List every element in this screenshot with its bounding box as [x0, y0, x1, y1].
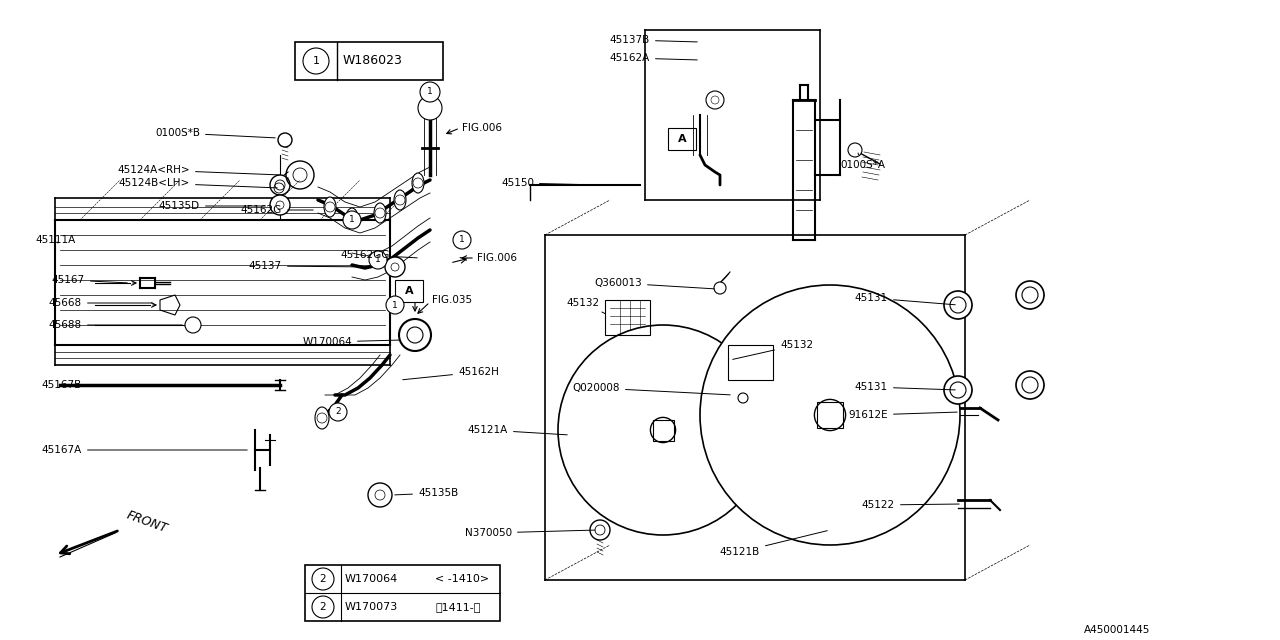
Circle shape [312, 596, 334, 618]
Text: 45167A: 45167A [42, 445, 247, 455]
Text: W170064: W170064 [346, 574, 398, 584]
Circle shape [945, 376, 972, 404]
Text: 2: 2 [320, 574, 326, 584]
Bar [728, 345, 773, 380]
Bar [605, 300, 650, 335]
Text: 45132: 45132 [732, 340, 813, 360]
Text: A: A [677, 134, 686, 144]
Text: 0100S*B: 0100S*B [155, 128, 275, 138]
Text: 45162H: 45162H [403, 367, 499, 380]
Circle shape [1016, 371, 1044, 399]
Ellipse shape [346, 208, 358, 228]
Text: FIG.006: FIG.006 [462, 123, 502, 133]
Circle shape [558, 325, 768, 535]
Text: 1: 1 [392, 301, 398, 310]
Circle shape [707, 91, 724, 109]
Text: 45137B: 45137B [609, 35, 698, 45]
Circle shape [343, 211, 361, 229]
Circle shape [369, 251, 387, 269]
Circle shape [385, 257, 404, 277]
Circle shape [420, 82, 440, 102]
Text: 45135D: 45135D [159, 201, 265, 211]
Text: 45167B: 45167B [42, 380, 177, 390]
Text: 2: 2 [320, 602, 326, 612]
Circle shape [849, 143, 861, 157]
Text: 45668: 45668 [49, 298, 152, 308]
Circle shape [303, 48, 329, 74]
Circle shape [1016, 281, 1044, 309]
Bar [396, 280, 422, 302]
Text: 45162GG: 45162GG [340, 250, 417, 260]
Text: A450001445: A450001445 [1084, 625, 1149, 635]
Ellipse shape [315, 407, 329, 429]
Circle shape [329, 403, 347, 421]
Text: W170064: W170064 [302, 337, 399, 347]
Bar [817, 402, 844, 428]
Text: FIG.035: FIG.035 [433, 295, 472, 305]
Circle shape [714, 282, 726, 294]
Text: 45121A: 45121A [467, 425, 567, 435]
Circle shape [650, 417, 676, 443]
Circle shape [270, 175, 291, 195]
Circle shape [814, 399, 846, 431]
Text: 45122: 45122 [861, 500, 959, 510]
Text: 1: 1 [312, 56, 320, 66]
Text: A: A [404, 286, 413, 296]
Text: 91612E: 91612E [849, 410, 957, 420]
Text: 1: 1 [349, 216, 355, 225]
Text: 45121B: 45121B [719, 531, 827, 557]
Text: 45124A<RH>: 45124A<RH> [118, 165, 279, 175]
Text: 45137: 45137 [248, 261, 372, 271]
Text: 45162A: 45162A [609, 53, 698, 63]
Circle shape [270, 195, 291, 215]
Circle shape [590, 520, 611, 540]
Bar [668, 128, 696, 150]
Ellipse shape [374, 203, 387, 223]
Text: 45124B<LH>: 45124B<LH> [119, 178, 278, 188]
Text: W186023: W186023 [343, 54, 403, 67]
Circle shape [453, 231, 471, 249]
Text: FRONT: FRONT [125, 509, 170, 536]
Text: 45150: 45150 [500, 178, 598, 188]
Text: 45135B: 45135B [394, 488, 458, 498]
Circle shape [419, 96, 442, 120]
Text: 1: 1 [460, 236, 465, 244]
Circle shape [387, 296, 404, 314]
Text: 〒1411-〉: 〒1411-〉 [435, 602, 480, 612]
Text: 2: 2 [335, 408, 340, 417]
Circle shape [278, 133, 292, 147]
Text: 1: 1 [375, 255, 381, 264]
Circle shape [700, 285, 960, 545]
Text: < -1410>: < -1410> [435, 574, 489, 584]
Bar [653, 419, 673, 440]
Text: 0100S*A: 0100S*A [840, 153, 884, 170]
Circle shape [369, 483, 392, 507]
Circle shape [945, 291, 972, 319]
Ellipse shape [412, 173, 424, 193]
Circle shape [399, 319, 431, 351]
Text: W170073: W170073 [346, 602, 398, 612]
Text: Q020008: Q020008 [572, 383, 730, 395]
Text: 45111A: 45111A [35, 235, 76, 245]
Text: 45131: 45131 [855, 382, 955, 392]
Circle shape [312, 568, 334, 590]
Text: Q360013: Q360013 [594, 278, 714, 289]
Text: 1: 1 [428, 88, 433, 97]
Ellipse shape [324, 197, 335, 217]
Circle shape [186, 317, 201, 333]
Bar [305, 565, 500, 621]
Text: N370050: N370050 [465, 528, 595, 538]
Text: 45688: 45688 [49, 320, 182, 330]
Bar [294, 42, 443, 80]
Text: FIG.006: FIG.006 [477, 253, 517, 263]
Text: 45167: 45167 [52, 275, 127, 285]
Ellipse shape [394, 190, 406, 210]
Circle shape [739, 393, 748, 403]
Text: 45131: 45131 [855, 293, 955, 305]
Text: 45162G: 45162G [241, 205, 314, 215]
Text: 45132: 45132 [567, 298, 605, 314]
